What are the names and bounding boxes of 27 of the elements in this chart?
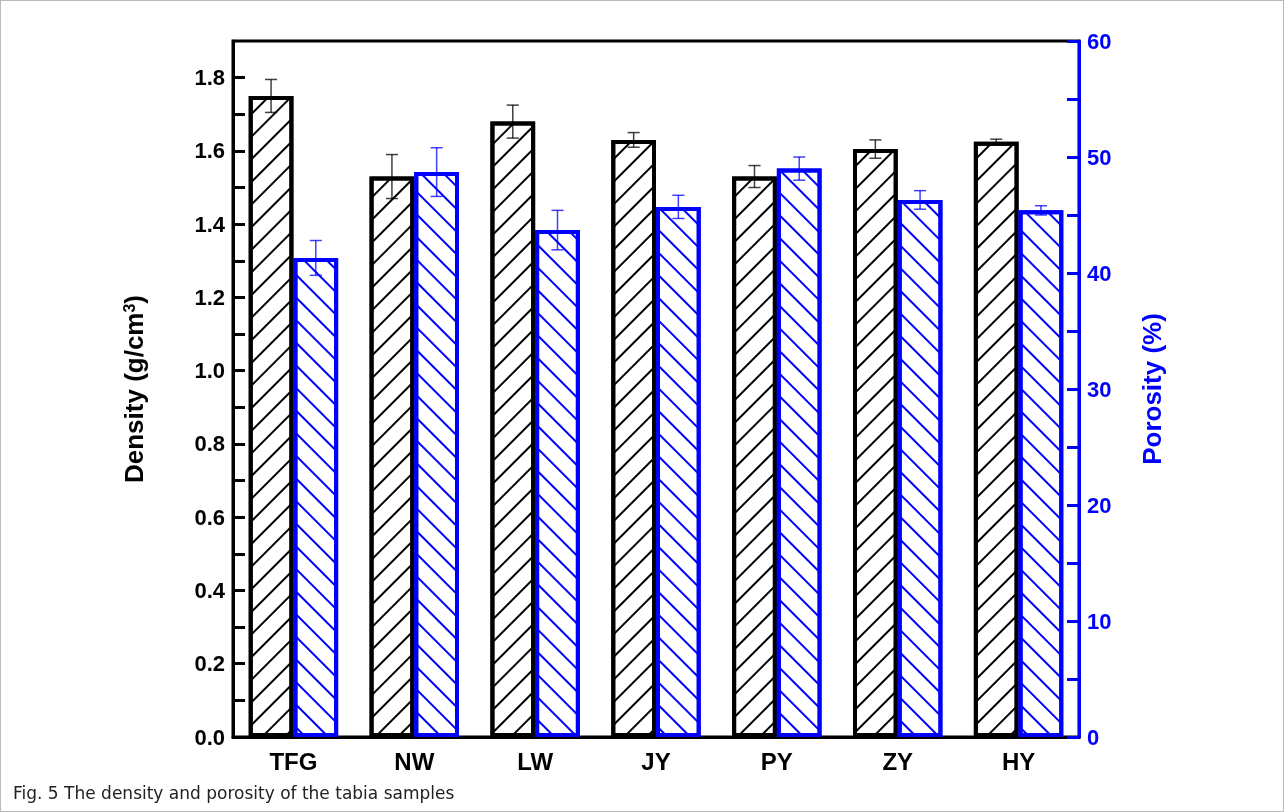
- y-axis-title: Density (g/cm3): [119, 294, 149, 484]
- x-tick-label: PY: [760, 747, 793, 775]
- y2-tick-label: 30: [1087, 376, 1112, 402]
- y2-tick-label: 10: [1087, 608, 1112, 634]
- x-tick-label: TFG: [269, 747, 318, 775]
- y2-tick-label: 0: [1087, 724, 1100, 750]
- y-tick-label: 0.0: [194, 724, 225, 750]
- y-tick-label: 1.0: [194, 358, 225, 384]
- y2-tick-label: 50: [1087, 144, 1112, 170]
- y-tick-label: 0.8: [194, 431, 225, 457]
- y-tick-label: 1.4: [194, 211, 226, 237]
- x-tick-label: NW: [394, 747, 435, 775]
- y-tick-label: 0.4: [194, 577, 226, 603]
- x-tick-label: LW: [517, 747, 554, 775]
- y-tick-label: 1.6: [194, 138, 225, 164]
- x-tick-label: ZY: [882, 747, 914, 775]
- y-tick-label: 1.2: [194, 284, 225, 310]
- y-tick-label: 1.8: [194, 65, 225, 91]
- y2-tick-label: 20: [1087, 492, 1112, 518]
- y-tick-label: 0.6: [194, 504, 225, 530]
- y2-tick-label: 60: [1087, 28, 1112, 54]
- caption: Fig. 5 The density and porosity of the tabia samples: [13, 782, 455, 803]
- x-tick-label: HY: [1001, 747, 1036, 775]
- y2-tick-label: 40: [1087, 260, 1112, 286]
- y-tick-label: 0.2: [194, 651, 225, 677]
- x-tick-label: JY: [641, 747, 671, 775]
- y2-axis-title: Porosity (%): [1137, 313, 1167, 465]
